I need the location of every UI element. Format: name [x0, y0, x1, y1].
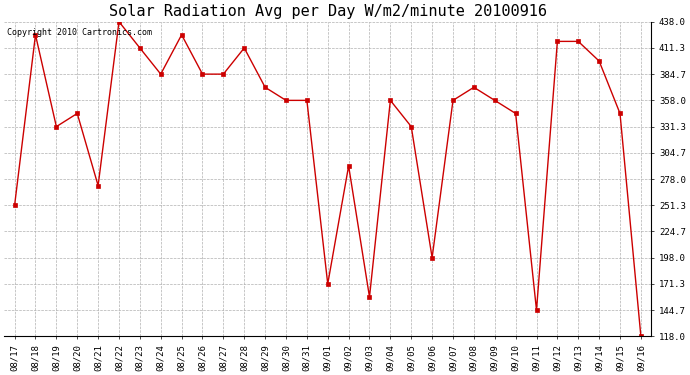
Title: Solar Radiation Avg per Day W/m2/minute 20100916: Solar Radiation Avg per Day W/m2/minute …	[109, 4, 546, 19]
Text: Copyright 2010 Cartronics.com: Copyright 2010 Cartronics.com	[8, 28, 152, 37]
